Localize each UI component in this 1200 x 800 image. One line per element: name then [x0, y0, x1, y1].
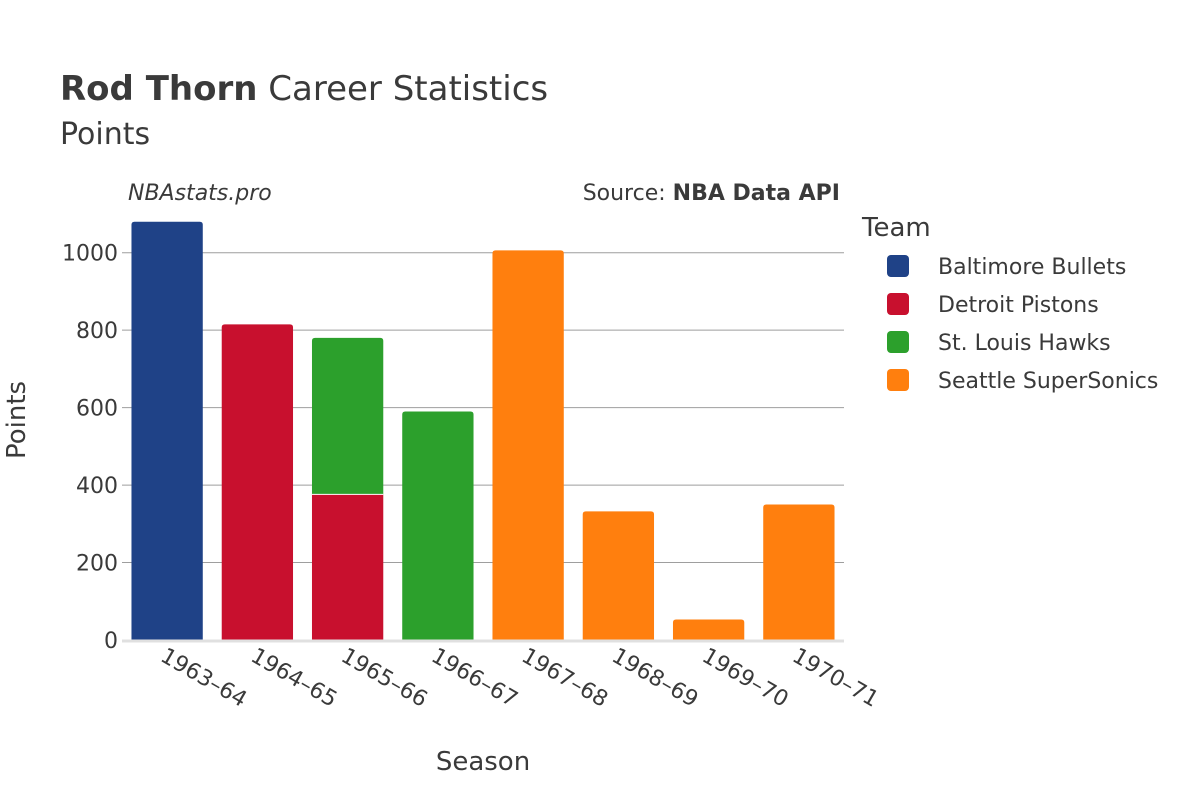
source-credit: Source: NBA Data API: [583, 181, 840, 206]
legend-label: Seattle SuperSonics: [938, 369, 1158, 394]
y-axis-title: Points: [2, 381, 32, 459]
y-axis-ticks: 0 200 400 600 800 1000: [62, 242, 118, 654]
legend-label: Detroit Pistons: [938, 293, 1099, 318]
bar-seattle-supersonics-1968–69: [582, 511, 655, 640]
x-tick-label: 1964–65: [246, 644, 341, 713]
bar-seattle-supersonics-1967–68: [492, 250, 564, 641]
bar-baltimore-bullets-1963–64: [131, 221, 203, 640]
legend-swatch: [887, 369, 909, 391]
legend-label: Baltimore Bullets: [938, 255, 1126, 280]
x-tick-label: 1968–69: [607, 644, 702, 713]
watermark: NBAstats.pro: [128, 181, 272, 206]
chart-subtitle: Points: [60, 117, 150, 152]
x-axis-ticks: 1963–641964–651965–661966–671967–681968–…: [156, 644, 883, 713]
x-tick-label: 1969–70: [698, 644, 793, 713]
y-tick-label: 200: [76, 552, 118, 577]
bar-detroit-pistons-1964–65: [221, 324, 294, 640]
y-tick-label: 1000: [62, 242, 118, 267]
title-rest: Career Statistics: [257, 69, 548, 109]
source-name: NBA Data API: [673, 181, 840, 206]
bar-detroit-pistons-1965–66: [311, 494, 384, 640]
y-tick-label: 400: [76, 474, 118, 499]
x-tick-label: 1966–67: [427, 644, 522, 713]
bars: [131, 221, 835, 641]
bar-st-louis-hawks-1966–67: [402, 411, 474, 640]
bar-seattle-supersonics-1969–70: [672, 619, 745, 640]
y-tick-label: 600: [76, 397, 118, 422]
x-tick-label: 1970–71: [788, 644, 883, 713]
title-player: Rod Thorn: [60, 69, 257, 109]
chart-title: Rod Thorn Career Statistics: [60, 69, 548, 109]
source-prefix: Source:: [583, 181, 673, 206]
y-tick-label: 800: [76, 319, 118, 344]
legend-swatch: [887, 331, 909, 353]
bar-st-louis-hawks-1965–66: [311, 337, 384, 495]
bar-seattle-supersonics-1970–71: [763, 504, 835, 640]
x-tick-label: 1965–66: [337, 644, 432, 713]
legend-swatch: [887, 255, 909, 277]
x-axis-title: Season: [436, 747, 530, 777]
legend-label: St. Louis Hawks: [938, 331, 1111, 356]
x-tick-label: 1963–64: [156, 644, 251, 713]
legend: Team Baltimore Bullets Detroit Pistons St.…: [861, 213, 1158, 394]
x-tick-label: 1967–68: [517, 644, 612, 713]
y-tick-label: 0: [104, 629, 118, 654]
legend-title: Team: [861, 213, 931, 243]
legend-swatch: [887, 293, 909, 315]
